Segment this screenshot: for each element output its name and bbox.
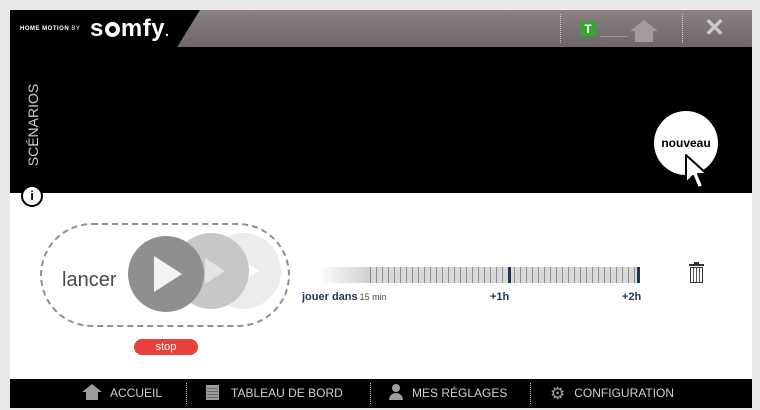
app-window: HOME MOTION BY s mfy. T ✕ SCÉNARIOS i nou…	[10, 10, 752, 408]
cursor-icon	[685, 154, 708, 189]
brand-tagline: HOME MOTION BY	[20, 26, 81, 32]
nav-item-accueil[interactable]: ACCUEIL	[82, 379, 162, 408]
brand-logo: HOME MOTION BY s mfy.	[10, 10, 200, 47]
nav-item-configuration[interactable]: ⚙ CONFIGURATION	[550, 379, 674, 408]
launch-capsule	[40, 223, 290, 327]
home-icon	[82, 384, 102, 400]
section-label: SCÉNARIOS	[25, 83, 41, 167]
timeline-mark-1h	[508, 267, 511, 283]
dashboard-icon	[206, 385, 219, 400]
user-icon	[388, 384, 404, 400]
t-badge-icon[interactable]: T	[580, 21, 596, 37]
delay-value: 15 min	[359, 292, 387, 302]
play-button[interactable]	[128, 236, 204, 312]
nav-item-mes-reglages[interactable]: MES RÉGLAGES	[388, 379, 507, 408]
launch-label: lancer	[62, 269, 117, 291]
brand-name: s mfy.	[90, 15, 170, 42]
home-icon[interactable]	[630, 20, 658, 42]
play-in-label: jouer dans 15 min	[302, 291, 387, 303]
delay-timeline-slider[interactable]	[318, 267, 640, 283]
timeline-mark-2h	[637, 267, 640, 283]
stop-button[interactable]: stop	[134, 339, 198, 355]
header-divider-line	[600, 36, 628, 37]
close-icon[interactable]: ✕	[704, 14, 725, 42]
info-icon[interactable]: i	[21, 185, 43, 207]
mark-2h-label: +2h	[622, 291, 642, 303]
mark-1h-label: +1h	[490, 291, 510, 303]
bottom-nav: ACCUEIL TABLEAU DE BORD MES RÉGLAGES ⚙ CO…	[10, 379, 752, 408]
nav-item-tableau-de-bord[interactable]: TABLEAU DE BORD	[206, 379, 343, 408]
top-bar: HOME MOTION BY s mfy. T ✕	[10, 10, 752, 47]
scenarios-panel: SCÉNARIOS i nouveau	[10, 47, 752, 207]
gear-icon: ⚙	[550, 384, 566, 403]
trash-icon[interactable]	[689, 262, 704, 283]
